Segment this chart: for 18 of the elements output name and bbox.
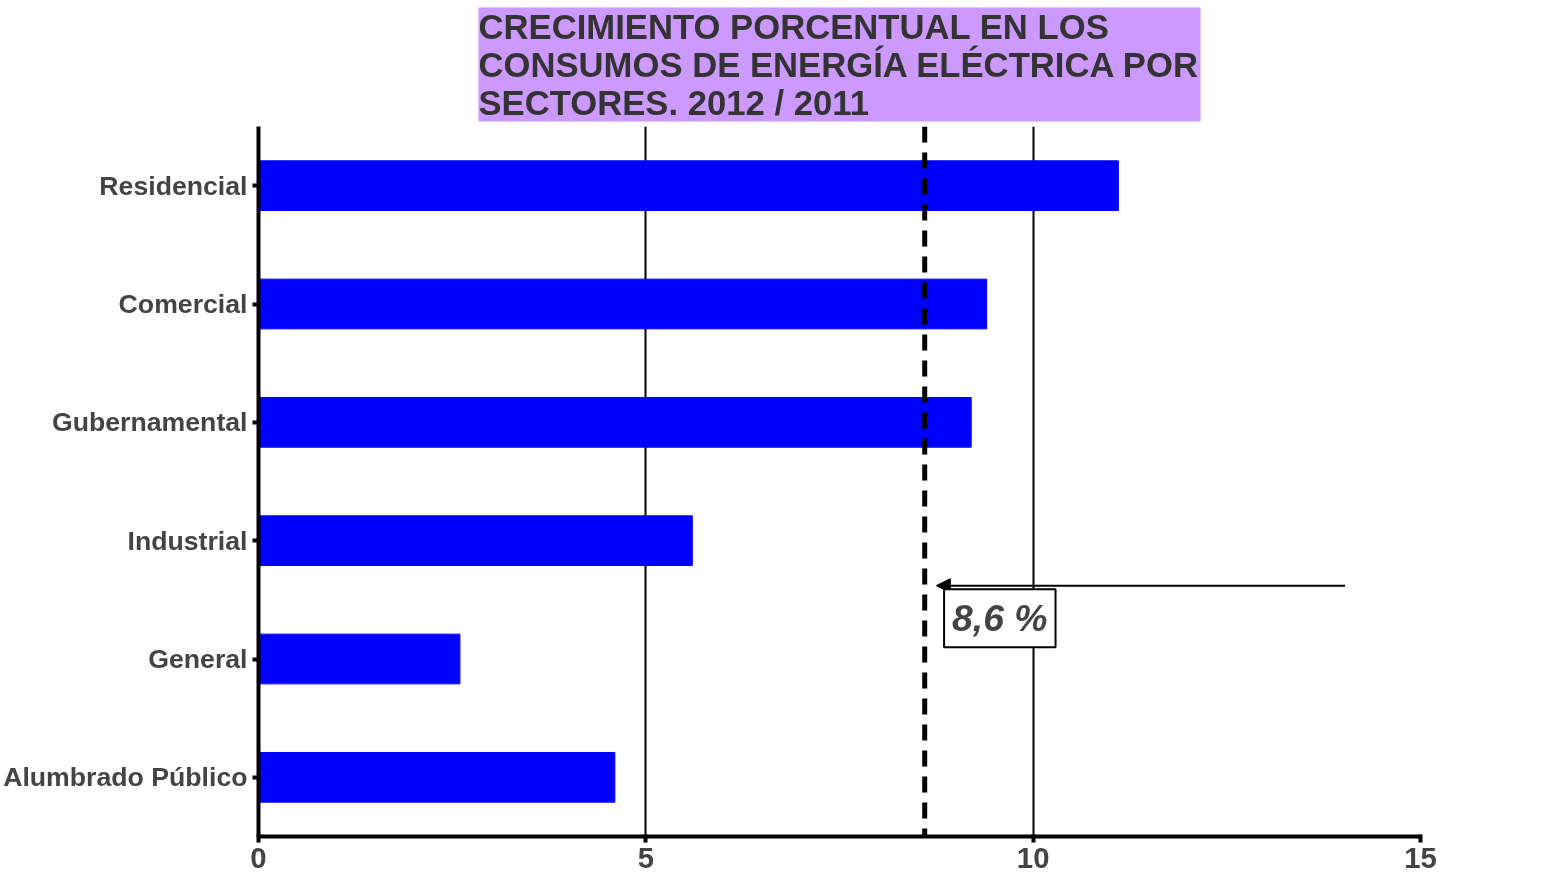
chart-title: CRECIMIENTO PORCENTUAL EN LOS CONSUMOS DE ENERGÍA ELÉCTRICA POR SECTORES. 2012 / 2011 xyxy=(478,7,1198,122)
y-tick-label: Industrial xyxy=(127,525,248,556)
bar xyxy=(258,751,616,803)
y-tick-label: Gubernamental xyxy=(51,407,248,438)
x-tick-label: 10 xyxy=(1016,840,1050,874)
y-tick-label: Comercial xyxy=(118,289,248,319)
ref-line-label: 8,6 % xyxy=(952,597,1048,640)
y-tick-label: Residencial xyxy=(99,170,248,201)
x-tick-label: 0 xyxy=(250,840,267,874)
y-tick-label: General xyxy=(148,644,248,674)
x-tick-label: 15 xyxy=(1404,840,1437,874)
bar xyxy=(258,633,461,685)
bar xyxy=(258,160,1119,212)
bar xyxy=(258,515,693,567)
y-tick-label: Alumbrado Público xyxy=(3,762,248,793)
x-tick-label: 5 xyxy=(637,840,654,874)
bar xyxy=(258,278,988,330)
bar xyxy=(258,396,972,448)
